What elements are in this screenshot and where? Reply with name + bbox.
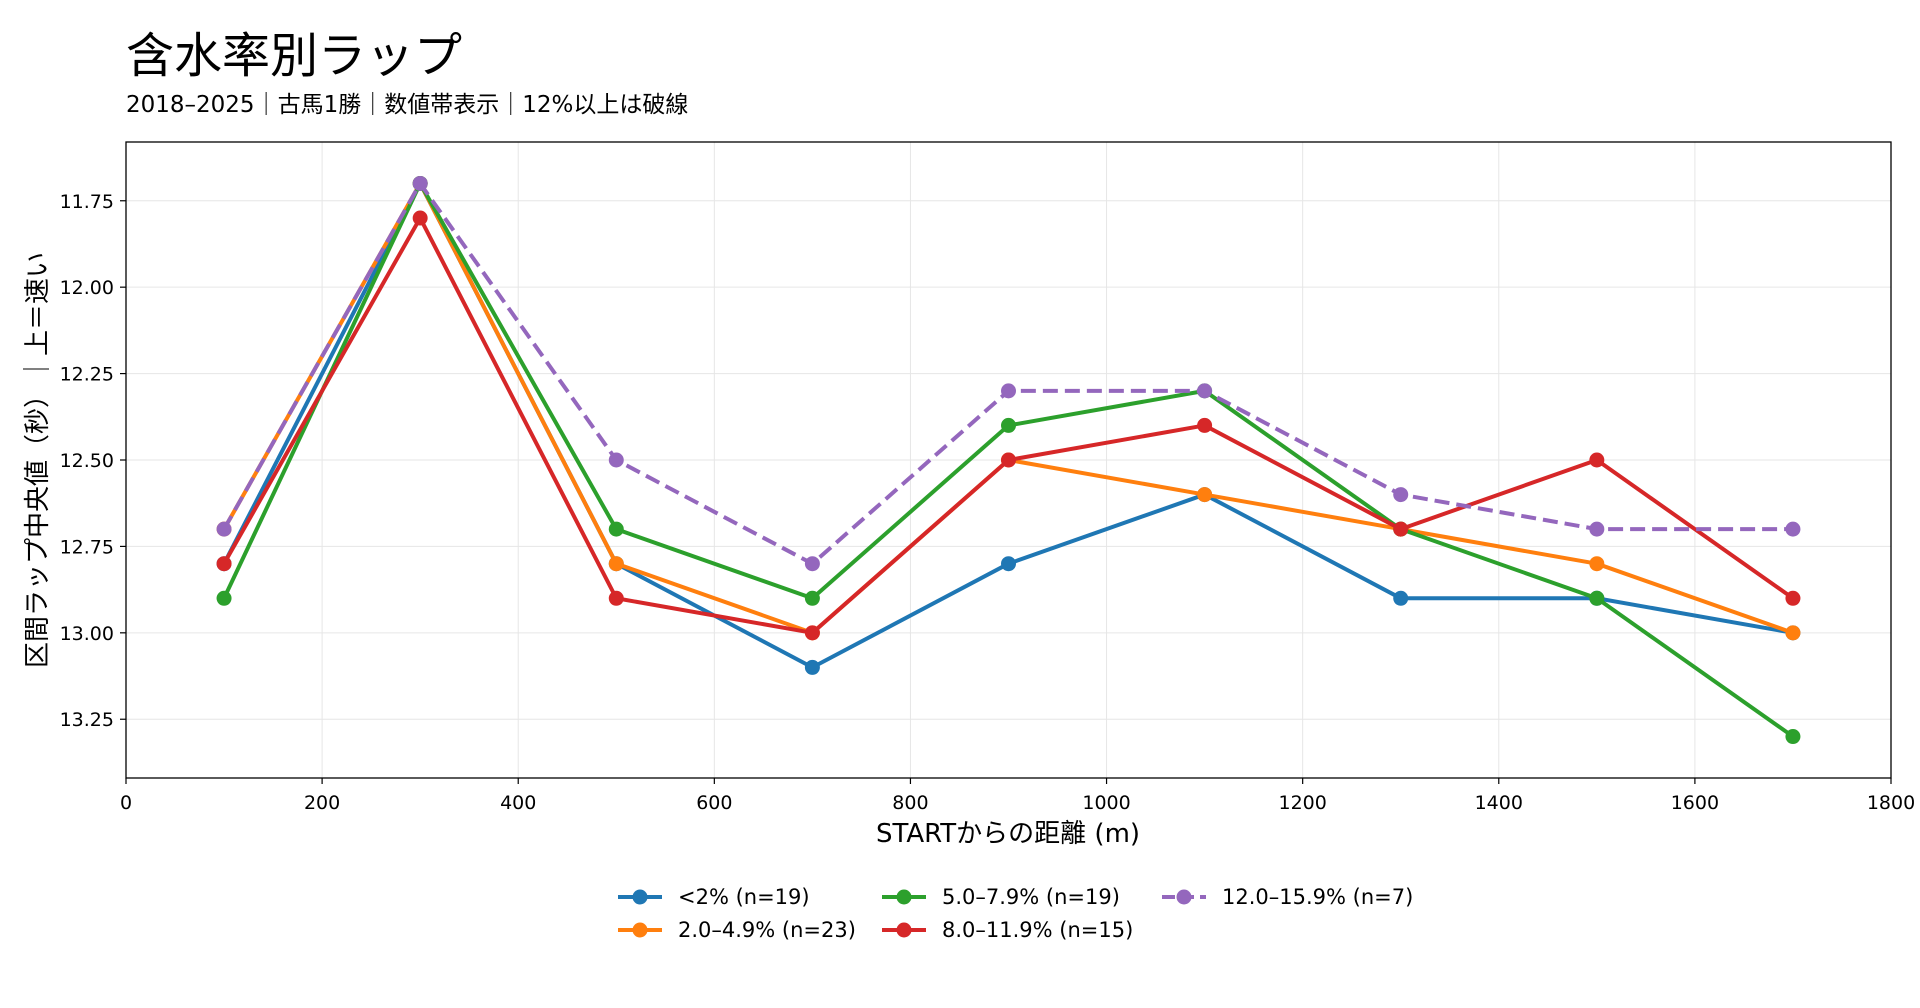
series-4 <box>216 210 1801 641</box>
data-point <box>804 556 820 572</box>
chart-title: 含水率別ラップ <box>126 28 462 84</box>
legend-label: 8.0–11.9% (n=15) <box>942 918 1133 942</box>
legend-item: 5.0–7.9% (n=19) <box>882 885 1120 909</box>
y-tick-label: 11.75 <box>60 191 114 213</box>
data-point <box>412 175 428 191</box>
x-tick-label: 1800 <box>1867 792 1915 814</box>
data-point <box>1589 452 1605 468</box>
data-point <box>216 590 232 606</box>
y-tick-label: 12.00 <box>60 277 114 299</box>
y-tick-label: 13.00 <box>60 623 114 645</box>
y-tick-label: 12.50 <box>60 450 114 472</box>
legend: <2% (n=19) 2.0–4.9% (n=23) 5.0–7.9% (n=19)… <box>618 885 1413 942</box>
data-point <box>1589 590 1605 606</box>
y-tick-label: 13.25 <box>60 709 114 731</box>
x-tick-label: 400 <box>500 792 536 814</box>
data-point <box>412 210 428 226</box>
y-tick-label: 12.25 <box>60 364 114 386</box>
data-point <box>1001 417 1016 433</box>
data-point <box>608 521 624 537</box>
chart-subtitle: 2018–2025｜古馬1勝｜数値帯表示｜12%以上は破線 <box>126 92 688 118</box>
data-point <box>216 556 232 572</box>
series-group <box>216 175 1801 745</box>
legend-label: 2.0–4.9% (n=23) <box>678 918 856 942</box>
data-point <box>1589 521 1605 537</box>
data-point <box>1785 729 1801 745</box>
data-point <box>804 659 820 675</box>
legend-label: 5.0–7.9% (n=19) <box>942 885 1120 909</box>
x-tick-label: 0 <box>120 792 132 814</box>
legend-swatch-marker <box>1176 889 1192 905</box>
data-point <box>608 452 624 468</box>
data-point <box>1589 556 1605 572</box>
data-point <box>1393 487 1409 503</box>
data-point <box>1197 487 1213 503</box>
legend-label: <2% (n=19) <box>678 885 810 909</box>
legend-swatch-marker <box>632 922 648 938</box>
data-point <box>608 590 624 606</box>
data-point <box>804 625 820 641</box>
x-axis-label: STARTからの距離 (m) <box>876 819 1140 849</box>
data-point <box>1197 417 1213 433</box>
data-point <box>1197 383 1213 399</box>
legend-item: 8.0–11.9% (n=15) <box>882 918 1133 942</box>
x-tick-label: 1600 <box>1671 792 1719 814</box>
legend-swatch-marker <box>896 922 912 938</box>
data-point <box>1393 521 1409 537</box>
legend-item: 12.0–15.9% (n=7) <box>1162 885 1413 909</box>
data-point <box>1393 590 1409 606</box>
data-point <box>804 590 820 606</box>
y-tick-label: 12.75 <box>60 536 114 558</box>
data-point <box>1785 590 1801 606</box>
x-tick-label: 1400 <box>1475 792 1523 814</box>
legend-label: 12.0–15.9% (n=7) <box>1222 885 1413 909</box>
series-5 <box>216 175 1801 572</box>
data-point <box>1785 521 1801 537</box>
axis-ticks: 0 200 400 600 800 1000 1200 1400 1600 1800 11.75 12… <box>60 191 1916 814</box>
x-tick-label: 1200 <box>1278 792 1326 814</box>
legend-item: <2% (n=19) <box>618 885 810 909</box>
x-tick-label: 600 <box>696 792 732 814</box>
legend-item: 2.0–4.9% (n=23) <box>618 918 856 942</box>
data-point <box>1001 452 1016 468</box>
x-tick-label: 800 <box>892 792 928 814</box>
y-axis-label: 区間ラップ中央値（秒）｜上＝速い <box>23 252 53 668</box>
x-tick-label: 1000 <box>1082 792 1130 814</box>
legend-swatch-marker <box>896 889 912 905</box>
data-point <box>1001 556 1016 572</box>
data-point <box>1785 625 1801 641</box>
data-point <box>1001 383 1016 399</box>
legend-swatch-marker <box>632 889 648 905</box>
data-point <box>216 521 232 537</box>
x-tick-label: 200 <box>304 792 340 814</box>
data-point <box>608 556 624 572</box>
